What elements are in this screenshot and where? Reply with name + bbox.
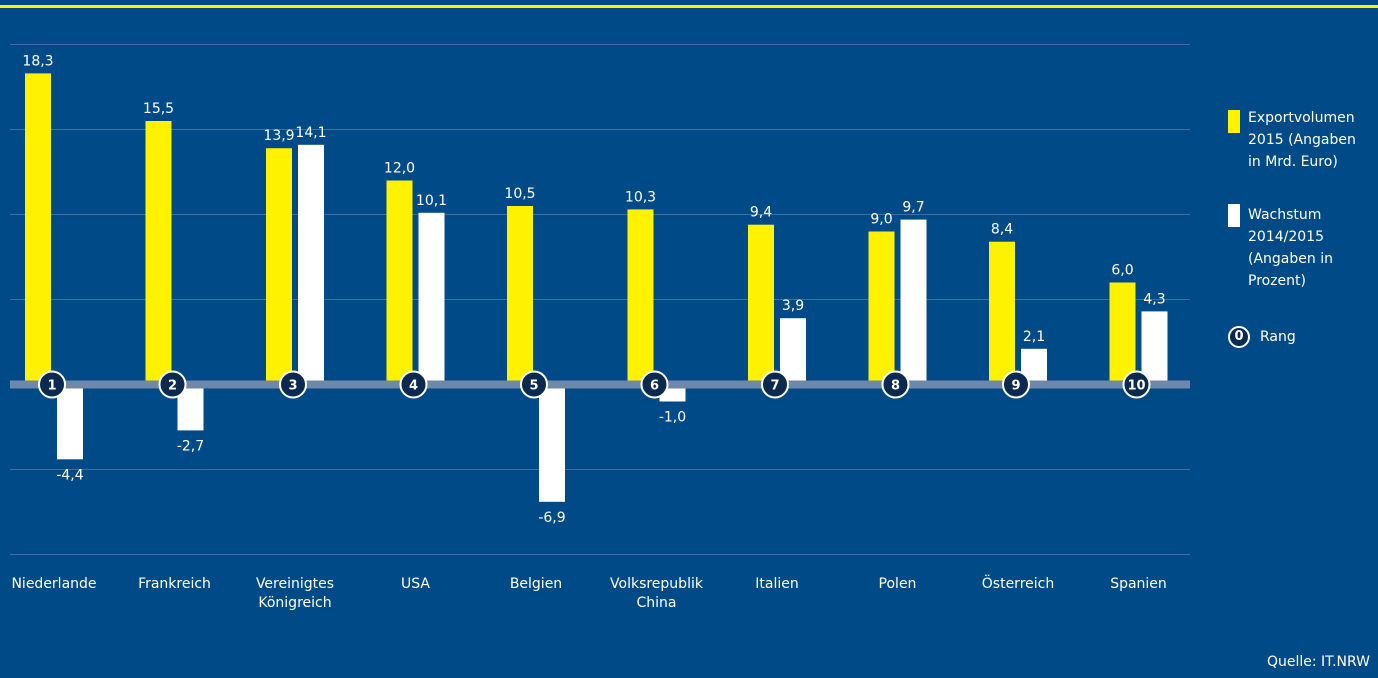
- rank-number: 7: [770, 379, 779, 394]
- export-value-label: 10,5: [504, 186, 535, 202]
- growth-value-label: -6,9: [538, 510, 565, 526]
- rank-marker: [158, 370, 187, 399]
- growth-value-label: -1,0: [659, 410, 686, 426]
- growth-value-label: 2,1: [1023, 329, 1045, 345]
- legend-export: Exportvolumen 2015 (Angaben in Mrd. Euro…: [1228, 107, 1373, 177]
- category-label: Österreich: [981, 576, 1055, 592]
- export-bar: [1109, 282, 1136, 385]
- rank-marker: [399, 370, 428, 399]
- category-label: Italien: [755, 576, 799, 592]
- value-labels: 18,3-4,415,5-2,713,9 14,112,010,1 10,5-6,9…: [22, 53, 1165, 525]
- export-value-label: 9,0: [870, 212, 892, 228]
- rank-markers: 1 2 3 4 5 6 7 8 9 10: [38, 370, 1151, 399]
- growth-value-label: 3,9: [782, 298, 804, 314]
- source-note: Quelle: IT.NRW: [1266, 654, 1370, 670]
- export-bar: [25, 73, 51, 385]
- growth-value-label: -2,7: [177, 438, 204, 454]
- legend-rank-symbol: 0: [1228, 326, 1250, 348]
- legend-export-swatch: [1228, 110, 1240, 133]
- export-bar: [386, 180, 413, 385]
- category-label: Belgien: [509, 576, 563, 592]
- export-bar: [145, 121, 172, 385]
- rank-number: 6: [650, 379, 659, 394]
- rank-number: 2: [168, 379, 177, 394]
- rank-marker: [1122, 370, 1151, 399]
- zero-baseline-bar: [10, 380, 1190, 389]
- rank-marker: [640, 370, 669, 399]
- category-label: Vereinigtes Königreich: [255, 576, 335, 611]
- rank-marker: [279, 370, 307, 399]
- growth-bar: [298, 144, 324, 385]
- rank-marker: [1002, 370, 1030, 399]
- zero-baseline: [10, 380, 1190, 389]
- legend-growth-swatch: [1228, 204, 1240, 227]
- export-value-label: 9,4: [750, 205, 772, 221]
- top-accent-rule: [0, 5, 1378, 8]
- growth-value-label: -4,4: [56, 467, 83, 483]
- export-value-label: 6,0: [1111, 263, 1133, 279]
- rank-marker: [38, 370, 66, 399]
- export-bar: [507, 206, 533, 385]
- legend-export-label: Exportvolumen 2015 (Angaben in Mrd. Euro…: [1248, 110, 1356, 170]
- export-value-label: 10,3: [625, 189, 656, 205]
- rank-number: 3: [288, 379, 297, 394]
- export-value-label: 13,9: [263, 128, 294, 144]
- category-label: USA: [401, 576, 430, 592]
- export-bar: [266, 148, 292, 385]
- legend-growth-label: Wachstum 2014/2015 (Angaben in Prozent): [1248, 207, 1333, 289]
- rank-marker: [881, 370, 910, 399]
- rank-number: 4: [409, 379, 418, 394]
- export-value-label: 15,5: [143, 101, 174, 117]
- growth-bar: [900, 219, 927, 385]
- category-label: Spanien: [1110, 576, 1167, 592]
- legend-rank-label: Rang: [1260, 329, 1296, 345]
- growth-bar: [57, 384, 83, 460]
- rank-number: 1: [47, 379, 56, 394]
- legend-rank: 0 Rang: [1228, 326, 1373, 350]
- legend-growth: Wachstum 2014/2015 (Angaben in Prozent): [1228, 204, 1373, 296]
- growth-bar: [539, 384, 565, 502]
- growth-value-label: 14,1: [295, 125, 326, 141]
- export-bar: [748, 224, 774, 385]
- export-bar: [868, 231, 895, 385]
- rank-marker: [520, 370, 548, 399]
- export-bar: [989, 241, 1015, 385]
- growth-bar: [780, 318, 806, 385]
- rank-number: 5: [529, 379, 538, 394]
- export-value-label: 18,3: [22, 53, 53, 69]
- category-label: Polen: [878, 576, 917, 592]
- category-label: Volksrepublik China: [610, 576, 703, 611]
- growth-value-label: 4,3: [1143, 291, 1165, 307]
- export-bar: [627, 209, 654, 385]
- growth-value-label: 10,1: [416, 193, 447, 209]
- rank-number: 8: [891, 379, 900, 394]
- rank-number: 10: [1127, 379, 1145, 394]
- rank-marker: [761, 370, 789, 399]
- category-label: Frankreich: [138, 576, 211, 592]
- growth-value-label: 9,7: [902, 200, 924, 216]
- export-value-label: 8,4: [991, 222, 1013, 238]
- export-value-label: 12,0: [384, 161, 415, 177]
- growth-bar: [418, 212, 445, 385]
- bars: [25, 73, 1168, 502]
- rank-number: 9: [1011, 379, 1020, 394]
- category-label: Niederlande: [11, 576, 97, 592]
- growth-bar: [1141, 311, 1168, 385]
